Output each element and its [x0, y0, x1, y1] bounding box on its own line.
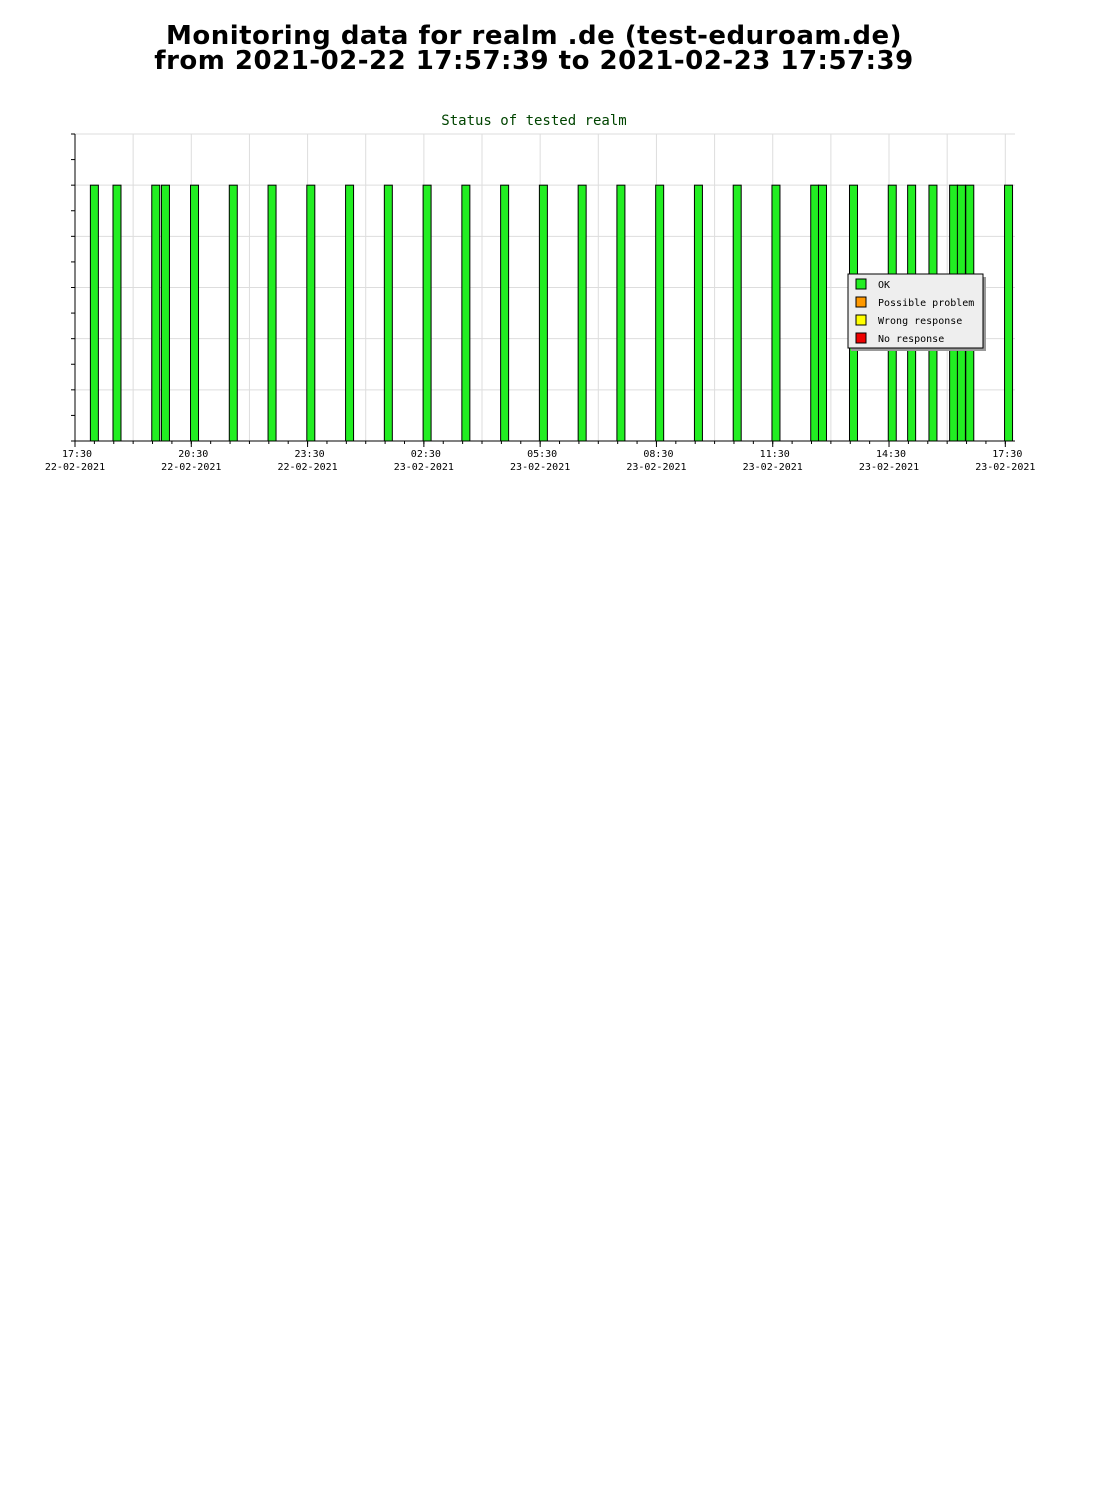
x-tick-label-date: 23-02-2021 — [743, 462, 803, 473]
bar-ok — [112, 184, 122, 442]
x-tick-label-date: 22-02-2021 — [161, 462, 221, 473]
bar-ok — [817, 184, 827, 442]
bar-ok — [160, 184, 170, 442]
chart-title: Status of tested realm — [441, 113, 626, 129]
x-tick-label-date: 22-02-2021 — [277, 462, 337, 473]
bar-ok — [732, 184, 742, 442]
x-tick-label-date: 23-02-2021 — [859, 462, 919, 473]
x-tick-label-time: 08:30 — [643, 449, 673, 460]
legend-swatch — [855, 332, 867, 344]
legend-box — [847, 273, 984, 349]
bar-ok — [500, 184, 510, 442]
bar-ok — [693, 184, 703, 442]
title-line-1: Monitoring data for realm .de (test-edur… — [165, 21, 903, 51]
legend-label: OK — [878, 280, 890, 291]
bar-ok — [267, 184, 277, 442]
x-tick-label-time: 02:30 — [411, 449, 441, 460]
bar-ok — [345, 184, 355, 442]
x-tick-label-time: 14:30 — [876, 449, 906, 460]
bar-ok — [383, 184, 393, 442]
x-tick-label-date: 22-02-2021 — [45, 462, 105, 473]
bar-ok — [1004, 184, 1014, 442]
x-tick-label-time: 23:30 — [295, 449, 325, 460]
page-title: Monitoring data for realm .de (test-edur… — [0, 21, 1068, 76]
x-tick-label-time: 05:30 — [527, 449, 557, 460]
bar-ok — [228, 184, 238, 442]
status-chart: Status of tested realm 17:30 22-02-2021 20… — [45, 113, 1036, 473]
x-tick-label-date: 23-02-2021 — [394, 462, 454, 473]
bar-ok — [616, 184, 626, 442]
legend-swatch — [855, 296, 867, 308]
title-line-2: from 2021-02-22 17:57:39 to 2021-02-23 1… — [154, 46, 914, 76]
legend-label: Wrong response — [878, 316, 962, 327]
bar-ok — [810, 184, 820, 442]
bar-ok — [306, 184, 316, 442]
legend-label: No response — [878, 334, 944, 345]
bar-ok — [577, 184, 587, 442]
x-tick-label-date: 23-02-2021 — [626, 462, 686, 473]
bar-ok — [655, 184, 665, 442]
bar-ok — [538, 184, 548, 442]
x-tick-label-time: 17:30 — [992, 449, 1022, 460]
bar-ok — [151, 184, 161, 442]
bar-ok — [190, 184, 200, 442]
legend-swatch — [855, 278, 867, 290]
x-tick-label-date: 23-02-2021 — [510, 462, 570, 473]
legend-swatch — [855, 314, 867, 326]
bar-ok — [461, 184, 471, 442]
x-tick-label-time: 20:30 — [178, 449, 208, 460]
x-tick-label-time: 17:30 — [62, 449, 92, 460]
x-tick-labels: 17:30 22-02-2021 20:30 22-02-2021 23:30 22-02… — [45, 449, 1036, 473]
x-tick-label-date: 23-02-2021 — [975, 462, 1035, 473]
bar-ok — [89, 184, 99, 442]
bar-ok — [771, 184, 781, 442]
x-tick-label-time: 11:30 — [760, 449, 790, 460]
bar-ok — [422, 184, 432, 442]
legend: OK Possible problem Wrong response No respo… — [847, 273, 986, 351]
axes — [71, 133, 1015, 447]
legend-label: Possible problem — [878, 298, 974, 309]
